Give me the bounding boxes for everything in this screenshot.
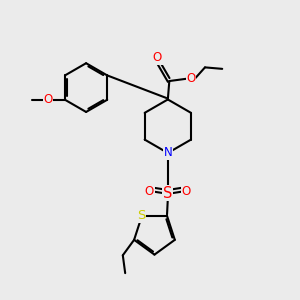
Text: O: O bbox=[186, 72, 195, 85]
Text: S: S bbox=[163, 186, 172, 201]
Text: O: O bbox=[182, 185, 191, 198]
Text: O: O bbox=[43, 93, 52, 106]
Text: O: O bbox=[145, 185, 154, 198]
Text: O: O bbox=[153, 51, 162, 64]
Text: N: N bbox=[164, 146, 172, 160]
Text: S: S bbox=[137, 209, 146, 222]
